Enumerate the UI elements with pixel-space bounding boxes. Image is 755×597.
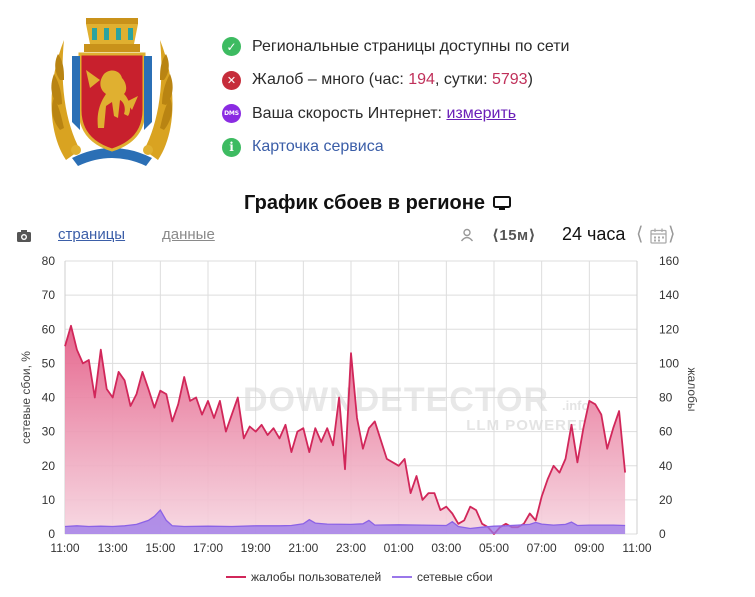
x-tick-label: 11:00	[50, 541, 79, 555]
y-left-tick-label: 50	[42, 356, 56, 370]
user-icon[interactable]	[460, 228, 474, 242]
status-internet-speed: DMS Ваша скорость Интернет: измерить	[222, 97, 742, 131]
complaints-suffix: )	[527, 71, 533, 89]
y-left-axis-title: сетевые сбои, %	[19, 351, 33, 444]
x-tick-label: 19:00	[241, 541, 271, 555]
next-arrow-icon[interactable]: ⟩	[668, 224, 676, 245]
y-left-tick-label: 70	[42, 288, 56, 302]
y-right-tick-label: 80	[659, 391, 673, 405]
y-right-tick-label: 40	[659, 459, 673, 473]
status-pages-available: ✓ Региональные страницы доступны по сети	[222, 30, 742, 64]
y-left-tick-label: 10	[42, 493, 56, 507]
service-card-link[interactable]: Карточка сервиса	[252, 138, 384, 156]
check-icon: ✓	[222, 37, 241, 57]
interval-selector[interactable]: ⟨15м⟩	[492, 227, 536, 244]
error-x-icon: ✕	[222, 70, 241, 90]
y-left-tick-label: 20	[42, 459, 56, 473]
complaints-prefix: Жалоб – много (час:	[252, 71, 409, 89]
x-tick-label: 05:00	[479, 541, 509, 555]
x-tick-label: 07:00	[527, 541, 557, 555]
calendar-icon[interactable]	[650, 228, 667, 244]
info-icon: i	[222, 137, 241, 157]
x-tick-label: 23:00	[336, 541, 366, 555]
x-tick-label: 11:00	[622, 541, 651, 555]
y-right-tick-label: 140	[659, 288, 679, 302]
y-right-tick-label: 160	[659, 254, 679, 268]
watermark-subtext: LLM POWERED	[466, 417, 590, 434]
chart-title: График сбоев в регионе	[244, 192, 485, 214]
status-complaints: ✕ Жалоб – много (час: 194 , сутки: 5793 …	[222, 64, 742, 98]
chart-title-row: График сбоев в регионе	[0, 192, 755, 215]
y-right-tick-label: 100	[659, 356, 679, 370]
x-tick-label: 15:00	[145, 541, 175, 555]
complaints-hour-count: 194	[408, 71, 435, 89]
complaints-day-count: 5793	[491, 71, 528, 89]
speed-badge-icon: DMS	[222, 104, 241, 124]
complaints-middle: , сутки:	[434, 71, 492, 89]
y-right-tick-label: 120	[659, 322, 679, 336]
chart-toolbar: страницы данные ⟨15м⟩ 24 часа ⟨ ⟩	[0, 222, 755, 248]
tab-data[interactable]: данные	[162, 226, 215, 243]
y-right-tick-label: 60	[659, 425, 673, 439]
x-tick-label: 01:00	[384, 541, 414, 555]
x-tick-label: 13:00	[98, 541, 128, 555]
x-tick-label: 09:00	[574, 541, 604, 555]
y-right-tick-label: 20	[659, 493, 673, 507]
complaints-area	[65, 325, 626, 534]
status-service-card: i Карточка сервиса	[222, 131, 742, 165]
x-tick-label: 21:00	[288, 541, 318, 555]
network-line[interactable]	[64, 509, 626, 530]
y-left-tick-label: 60	[42, 322, 56, 336]
legend-complaints-label[interactable]: жалобы пользователей	[251, 570, 381, 584]
complaints-line[interactable]	[64, 324, 626, 535]
speed-prefix: Ваша скорость Интернет:	[252, 104, 447, 122]
measure-speed-link[interactable]: измерить	[446, 104, 517, 122]
camera-icon[interactable]	[16, 228, 32, 243]
y-left-tick-label: 30	[42, 425, 56, 439]
region-emblem-logo	[51, 18, 173, 166]
network-area	[65, 510, 626, 534]
legend-network-label[interactable]: сетевые сбои	[417, 570, 493, 584]
x-tick-label: 03:00	[431, 541, 461, 555]
x-tick-label: 17:00	[193, 541, 223, 555]
monitor-icon[interactable]	[492, 196, 511, 211]
y-left-tick-label: 0	[48, 527, 55, 541]
y-left-tick-label: 80	[42, 254, 56, 268]
outage-chart[interactable]: DOWNDETECTOR .info LLM POWERED 0 10 20 30 40 50…	[0, 250, 755, 597]
status-list: ✓ Региональные страницы доступны по сети…	[222, 30, 742, 164]
watermark-text: DOWNDETECTOR	[243, 381, 549, 419]
tab-pages[interactable]: страницы	[58, 226, 126, 243]
status-pages-text: Региональные страницы доступны по сети	[252, 37, 570, 55]
y-right-tick-label: 0	[659, 527, 666, 541]
watermark-tld: .info	[562, 398, 589, 413]
y-right-axis-title: жалобы	[685, 367, 699, 411]
time-range-label[interactable]: 24 часа	[562, 224, 626, 244]
y-left-tick-label: 40	[42, 391, 56, 405]
prev-arrow-icon[interactable]: ⟨	[636, 224, 644, 245]
